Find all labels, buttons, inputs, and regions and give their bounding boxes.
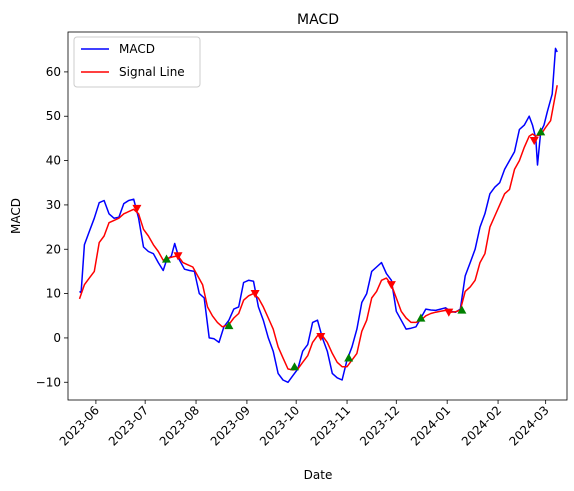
sell-signal-marker: [250, 290, 260, 299]
buy-signal-marker: [416, 313, 426, 322]
y-tick-label: 20: [46, 242, 61, 256]
y-tick-label: 40: [46, 154, 61, 168]
buy-signal-marker: [290, 362, 299, 371]
sell-signal-marker: [132, 204, 142, 213]
legend-macd-label: MACD: [119, 42, 155, 56]
buy-signal-marker: [224, 321, 234, 330]
sell-signal-marker: [316, 333, 326, 342]
sell-signal-marker: [386, 281, 396, 290]
y-tick-label: 0: [53, 331, 61, 345]
buy-signal-marker: [457, 305, 467, 314]
y-tick-label: 50: [46, 109, 61, 123]
buy-signal-marker: [344, 353, 354, 362]
y-tick-label: 30: [46, 198, 61, 212]
y-tick-label: 60: [46, 65, 61, 79]
y-tick-label: −10: [36, 375, 61, 389]
sell-signal-marker: [173, 252, 183, 261]
legend: MACD Signal Line: [73, 36, 201, 88]
axes-frame: [67, 31, 568, 401]
y-tick-label: 10: [46, 287, 61, 301]
buy-signal-marker: [536, 127, 546, 136]
chart-title: MACD: [297, 12, 339, 28]
y-axis-label: MACD: [9, 198, 23, 234]
plot-area: [78, 47, 558, 384]
legend-signal-label: Signal Line: [119, 65, 185, 79]
y-axis: −10 0 10 20 30 40 50 60: [36, 65, 68, 389]
buy-signal-marker: [162, 254, 171, 263]
sell-signal-marker: [529, 137, 539, 146]
x-axis-label: Date: [304, 468, 333, 482]
sell-signal-marker: [444, 308, 454, 317]
